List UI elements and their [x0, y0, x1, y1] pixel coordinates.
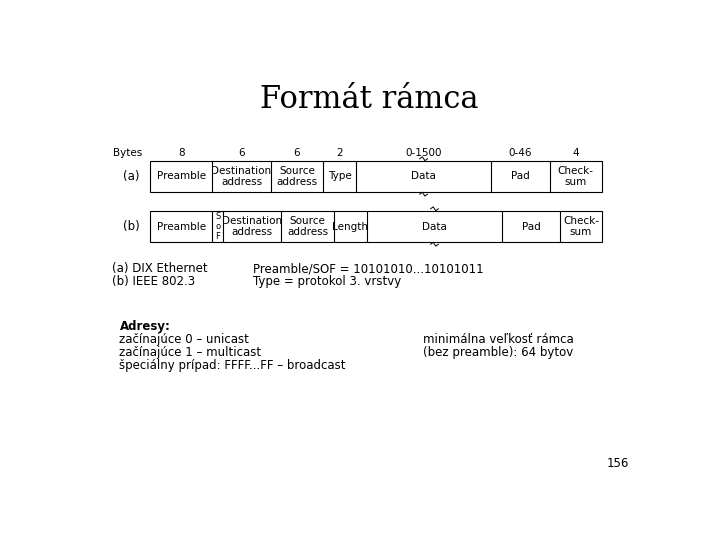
- Text: špeciálny prípad: FFFF...FF – broadcast: špeciálny prípad: FFFF...FF – broadcast: [120, 360, 346, 373]
- Text: Data: Data: [422, 221, 447, 232]
- Text: začínajúce 0 – unicast: začínajúce 0 – unicast: [120, 333, 249, 346]
- Text: S
o
F: S o F: [215, 212, 220, 241]
- Text: Formát rámca: Formát rámca: [260, 84, 478, 115]
- Text: 4: 4: [572, 147, 579, 158]
- Text: Length: Length: [333, 221, 369, 232]
- Text: 6: 6: [294, 147, 300, 158]
- Text: 0-46: 0-46: [509, 147, 532, 158]
- Text: Preamble: Preamble: [157, 221, 206, 232]
- Text: (b): (b): [122, 220, 140, 233]
- Text: 8: 8: [178, 147, 185, 158]
- Text: Type: Type: [328, 172, 351, 181]
- Text: minimálna veľkosť rámca: minimálna veľkosť rámca: [423, 333, 574, 346]
- Text: 156: 156: [606, 457, 629, 470]
- Text: (bez preamble): 64 bytov: (bez preamble): 64 bytov: [423, 346, 574, 359]
- Text: 2: 2: [336, 147, 343, 158]
- Bar: [150, 211, 601, 242]
- Text: Pad: Pad: [522, 221, 541, 232]
- Text: Pad: Pad: [511, 172, 530, 181]
- Text: Type = protokol 3. vrstvy: Type = protokol 3. vrstvy: [253, 275, 401, 288]
- Text: Data: Data: [411, 172, 436, 181]
- Text: (a) DIX Ethernet: (a) DIX Ethernet: [112, 262, 207, 275]
- Text: Adresy:: Adresy:: [120, 320, 171, 333]
- Text: Source
address: Source address: [287, 215, 328, 237]
- Text: Source
address: Source address: [276, 166, 318, 187]
- Text: 0-1500: 0-1500: [405, 147, 442, 158]
- Text: Bytes: Bytes: [114, 147, 143, 158]
- Text: 6: 6: [238, 147, 245, 158]
- Text: Destination
address: Destination address: [222, 215, 282, 237]
- Text: Preamble: Preamble: [157, 172, 206, 181]
- Text: Destination
address: Destination address: [212, 166, 271, 187]
- Text: (a): (a): [123, 170, 140, 183]
- Text: (b) IEEE 802.3: (b) IEEE 802.3: [112, 275, 195, 288]
- Text: Preamble/SOF = 10101010...10101011: Preamble/SOF = 10101010...10101011: [253, 262, 483, 275]
- Text: Check-
sum: Check- sum: [557, 166, 593, 187]
- Text: začínajúce 1 – multicast: začínajúce 1 – multicast: [120, 346, 261, 359]
- Text: Check-
sum: Check- sum: [563, 215, 599, 237]
- Bar: [150, 161, 601, 192]
